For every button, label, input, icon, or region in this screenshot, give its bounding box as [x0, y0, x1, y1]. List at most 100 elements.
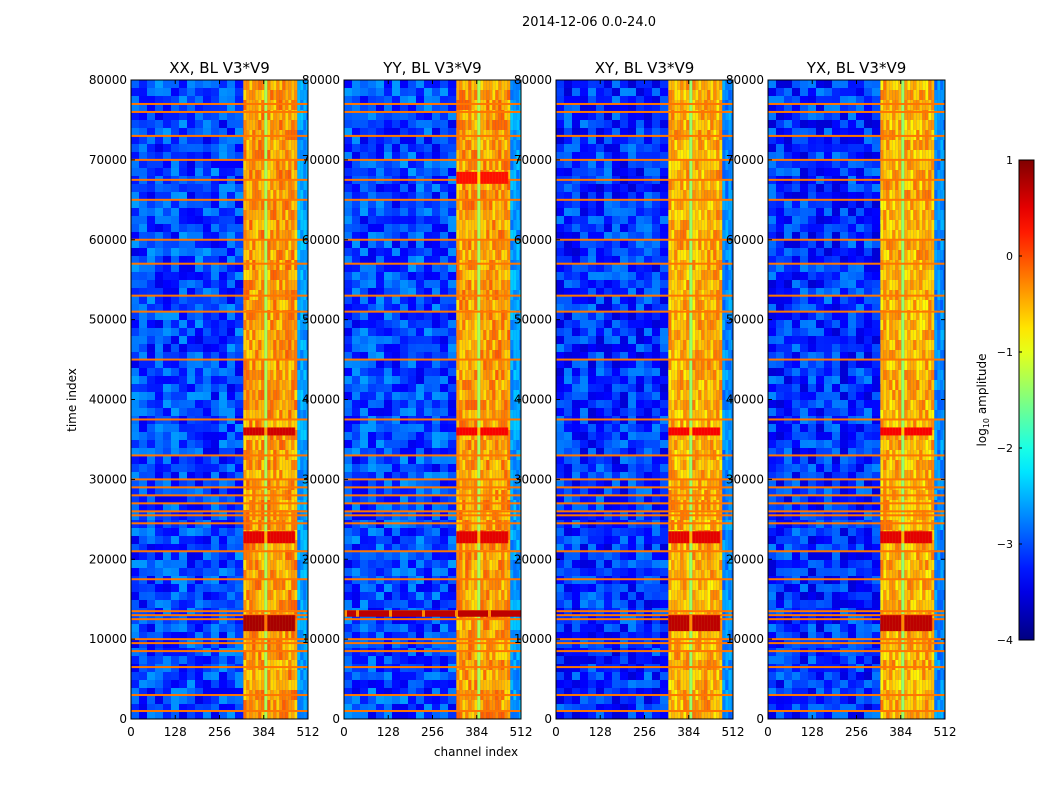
- band-cell: [297, 530, 301, 540]
- noise-cell: [416, 688, 424, 696]
- band-cell: [252, 250, 256, 260]
- noise-cell: [360, 128, 368, 136]
- band-cell: [282, 660, 286, 670]
- band-cell: [474, 370, 478, 380]
- noise-cell: [179, 632, 187, 640]
- band-cell: [306, 330, 308, 340]
- band-cell: [495, 370, 499, 380]
- band-cell: [273, 700, 277, 710]
- band-cell: [255, 460, 259, 470]
- band-cell: [243, 170, 247, 180]
- band-cell: [471, 140, 475, 150]
- band-cell: [279, 240, 283, 250]
- band-cell: [288, 270, 292, 280]
- band-cell: [477, 700, 481, 710]
- band-cell: [474, 120, 478, 130]
- band-cell: [306, 200, 308, 210]
- noise-cell: [227, 208, 235, 216]
- band-cell: [294, 710, 298, 719]
- band-cell: [456, 400, 460, 410]
- noise-cell: [408, 488, 416, 496]
- noise-cell: [360, 336, 368, 344]
- band-cell: [282, 640, 286, 650]
- noise-cell: [440, 224, 448, 232]
- band-cell: [273, 240, 277, 250]
- noise-cell: [408, 544, 416, 552]
- band-cell: [303, 440, 307, 450]
- noise-cell: [424, 96, 432, 104]
- noise-cell: [131, 144, 139, 152]
- strong-cell: [279, 531, 283, 544]
- band-cell: [279, 700, 283, 710]
- noise-cell: [376, 464, 384, 472]
- noise-cell: [147, 296, 155, 304]
- band-cell: [267, 470, 271, 480]
- band-cell: [306, 520, 308, 530]
- band-cell: [258, 470, 262, 480]
- band-cell: [279, 100, 283, 110]
- noise-cell: [163, 288, 171, 296]
- noise-cell: [344, 552, 352, 560]
- noise-cell: [179, 240, 187, 248]
- noise-cell: [211, 688, 219, 696]
- band-cell: [306, 80, 308, 90]
- band-cell: [300, 620, 304, 630]
- band-cell: [501, 630, 505, 640]
- band-cell: [459, 640, 463, 650]
- band-cell: [267, 260, 271, 270]
- noise-cell: [131, 336, 139, 344]
- band-cell: [456, 410, 460, 420]
- noise-cell: [235, 312, 243, 320]
- noise-cell: [344, 472, 352, 480]
- noise-cell: [392, 168, 400, 176]
- band-cell: [489, 260, 493, 270]
- noise-cell: [424, 496, 432, 504]
- band-cell: [483, 380, 487, 390]
- noise-cell: [235, 88, 243, 96]
- band-cell: [276, 640, 280, 650]
- band-cell: [255, 440, 259, 450]
- noise-cell: [179, 528, 187, 536]
- band-cell: [489, 280, 493, 290]
- noise-cell: [392, 552, 400, 560]
- band-cell: [276, 280, 280, 290]
- noise-cell: [147, 536, 155, 544]
- noise-cell: [211, 560, 219, 568]
- band-cell: [501, 400, 505, 410]
- noise-cell: [432, 624, 440, 632]
- noise-cell: [155, 472, 163, 480]
- band-cell: [462, 280, 466, 290]
- noise-cell: [344, 368, 352, 376]
- noise-cell: [155, 552, 163, 560]
- band-cell: [285, 480, 289, 490]
- band-cell: [462, 420, 466, 430]
- noise-cell: [139, 448, 147, 456]
- band-cell: [261, 380, 265, 390]
- band-cell: [501, 620, 505, 630]
- noise-cell: [179, 184, 187, 192]
- band-cell: [279, 470, 283, 480]
- noise-cell: [147, 656, 155, 664]
- band-cell: [501, 260, 505, 270]
- band-cell: [291, 710, 295, 719]
- band-cell: [246, 320, 250, 330]
- noise-cell: [416, 552, 424, 560]
- noise-cell: [368, 96, 376, 104]
- noise-cell: [368, 288, 376, 296]
- noise-cell: [227, 144, 235, 152]
- band-cell: [456, 90, 460, 100]
- noise-cell: [432, 424, 440, 432]
- band-cell: [303, 240, 307, 250]
- noise-cell: [147, 152, 155, 160]
- noise-cell: [360, 632, 368, 640]
- noise-cell: [219, 464, 227, 472]
- band-cell: [264, 260, 268, 270]
- noise-cell: [392, 112, 400, 120]
- noise-cell: [416, 656, 424, 664]
- band-cell: [267, 650, 271, 660]
- band-cell: [480, 670, 484, 680]
- noise-cell: [368, 200, 376, 208]
- noise-cell: [448, 104, 456, 112]
- noise-cell: [424, 192, 432, 200]
- band-cell: [267, 250, 271, 260]
